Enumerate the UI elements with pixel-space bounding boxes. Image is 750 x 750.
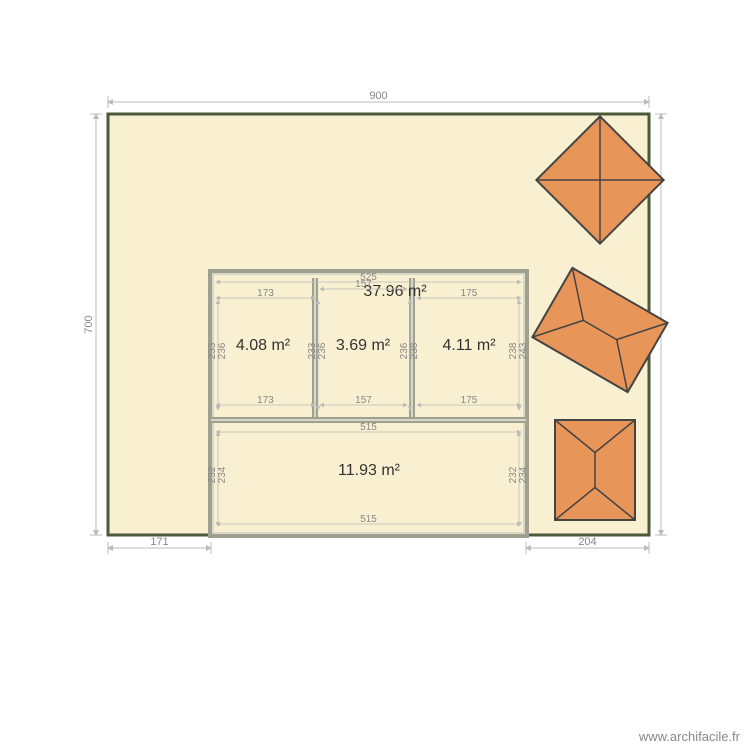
svg-text:234: 234	[217, 466, 228, 483]
watermark-link[interactable]: www.archifacile.fr	[639, 729, 740, 744]
svg-text:204: 204	[578, 536, 596, 548]
svg-text:700: 700	[83, 315, 95, 333]
svg-text:236: 236	[217, 342, 228, 359]
room-B-area: 3.69 m²	[336, 337, 391, 354]
room-bottom-area: 11.93 m²	[338, 462, 401, 479]
svg-text:234: 234	[518, 466, 529, 483]
svg-text:515: 515	[360, 422, 377, 433]
svg-text:236: 236	[317, 342, 328, 359]
svg-text:243: 243	[518, 342, 529, 359]
svg-text:515: 515	[360, 514, 377, 525]
svg-text:173: 173	[257, 395, 274, 406]
svg-text:238: 238	[409, 342, 420, 359]
room-C-area: 4.11 m²	[442, 337, 496, 354]
svg-text:171: 171	[150, 536, 168, 548]
room-A-area: 4.08 m²	[236, 337, 291, 354]
roof-3	[555, 420, 635, 520]
svg-text:157: 157	[355, 395, 372, 406]
svg-text:175: 175	[461, 288, 478, 299]
svg-text:900: 900	[369, 90, 387, 102]
room-large-area: 37.96 m²	[363, 283, 427, 300]
svg-text:157: 157	[355, 279, 372, 290]
svg-text:175: 175	[461, 395, 478, 406]
svg-text:173: 173	[257, 288, 274, 299]
